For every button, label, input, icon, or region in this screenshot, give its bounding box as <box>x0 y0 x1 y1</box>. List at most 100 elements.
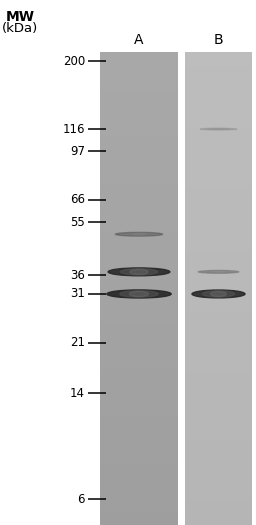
Bar <box>100 194 178 198</box>
Bar <box>185 184 252 189</box>
Bar <box>100 303 178 308</box>
Bar <box>100 369 178 374</box>
Text: 14: 14 <box>70 387 85 400</box>
Text: A: A <box>134 33 144 47</box>
Bar <box>100 255 178 260</box>
Ellipse shape <box>198 270 239 274</box>
Bar <box>100 203 178 208</box>
Bar <box>100 487 178 492</box>
Bar <box>185 222 252 227</box>
Bar <box>185 478 252 482</box>
Bar <box>185 468 252 473</box>
Bar <box>100 175 178 180</box>
Bar <box>185 345 252 350</box>
Bar <box>185 289 252 293</box>
Bar <box>100 407 178 412</box>
Bar <box>100 132 178 137</box>
Bar <box>100 449 178 454</box>
Bar <box>185 487 252 492</box>
Bar <box>100 57 178 61</box>
Bar <box>100 426 178 430</box>
Bar <box>100 156 178 161</box>
Bar <box>100 90 178 94</box>
Bar <box>100 241 178 246</box>
Bar <box>185 198 252 203</box>
Bar <box>100 350 178 355</box>
Bar <box>185 379 252 383</box>
Text: MW: MW <box>6 10 35 24</box>
Bar <box>185 388 252 393</box>
Bar <box>185 151 252 156</box>
Bar <box>185 57 252 61</box>
Ellipse shape <box>120 291 158 297</box>
Bar <box>185 449 252 454</box>
Ellipse shape <box>200 128 237 130</box>
Bar <box>100 501 178 506</box>
Bar <box>100 331 178 336</box>
Bar <box>100 151 178 156</box>
Bar <box>100 393 178 397</box>
Bar <box>100 61 178 66</box>
Bar <box>185 132 252 137</box>
Ellipse shape <box>202 291 234 297</box>
Bar <box>100 360 178 364</box>
Bar <box>185 66 252 71</box>
Bar <box>100 506 178 511</box>
Bar <box>100 374 178 379</box>
Bar <box>100 146 178 151</box>
Bar <box>185 341 252 345</box>
Bar <box>100 293 178 298</box>
Bar <box>185 397 252 402</box>
Bar <box>185 246 252 250</box>
Bar <box>100 416 178 421</box>
Bar <box>185 104 252 109</box>
Bar <box>185 255 252 260</box>
Bar <box>100 165 178 170</box>
Bar <box>100 412 178 416</box>
Bar <box>100 345 178 350</box>
Bar <box>185 109 252 113</box>
Bar <box>185 511 252 516</box>
Bar <box>185 94 252 99</box>
Ellipse shape <box>108 268 170 276</box>
Bar <box>100 520 178 525</box>
Bar <box>185 80 252 85</box>
Bar <box>100 312 178 317</box>
Bar <box>100 473 178 478</box>
Bar <box>185 435 252 440</box>
Bar <box>185 350 252 355</box>
Bar <box>100 445 178 449</box>
Bar <box>185 492 252 497</box>
Bar <box>185 265 252 269</box>
Text: 6: 6 <box>78 492 85 506</box>
Ellipse shape <box>206 271 231 273</box>
Bar <box>185 279 252 284</box>
Bar <box>100 497 178 501</box>
Bar <box>100 76 178 80</box>
Bar <box>100 492 178 497</box>
Bar <box>185 327 252 331</box>
Bar <box>185 303 252 308</box>
Bar <box>185 312 252 317</box>
Bar <box>185 146 252 151</box>
Bar <box>185 161 252 165</box>
Bar <box>100 421 178 426</box>
Bar <box>100 336 178 341</box>
Bar <box>185 99 252 104</box>
Bar <box>185 137 252 142</box>
Bar <box>185 412 252 416</box>
Text: 31: 31 <box>70 288 85 300</box>
Bar <box>100 430 178 435</box>
Bar <box>100 379 178 383</box>
Bar <box>100 468 178 473</box>
Bar <box>100 269 178 274</box>
Ellipse shape <box>115 233 163 236</box>
Bar <box>185 123 252 128</box>
Bar <box>185 203 252 208</box>
Bar <box>100 298 178 303</box>
Text: 116: 116 <box>62 123 85 135</box>
Bar <box>185 416 252 421</box>
Text: 21: 21 <box>70 336 85 349</box>
Bar <box>185 516 252 520</box>
Bar <box>100 388 178 393</box>
